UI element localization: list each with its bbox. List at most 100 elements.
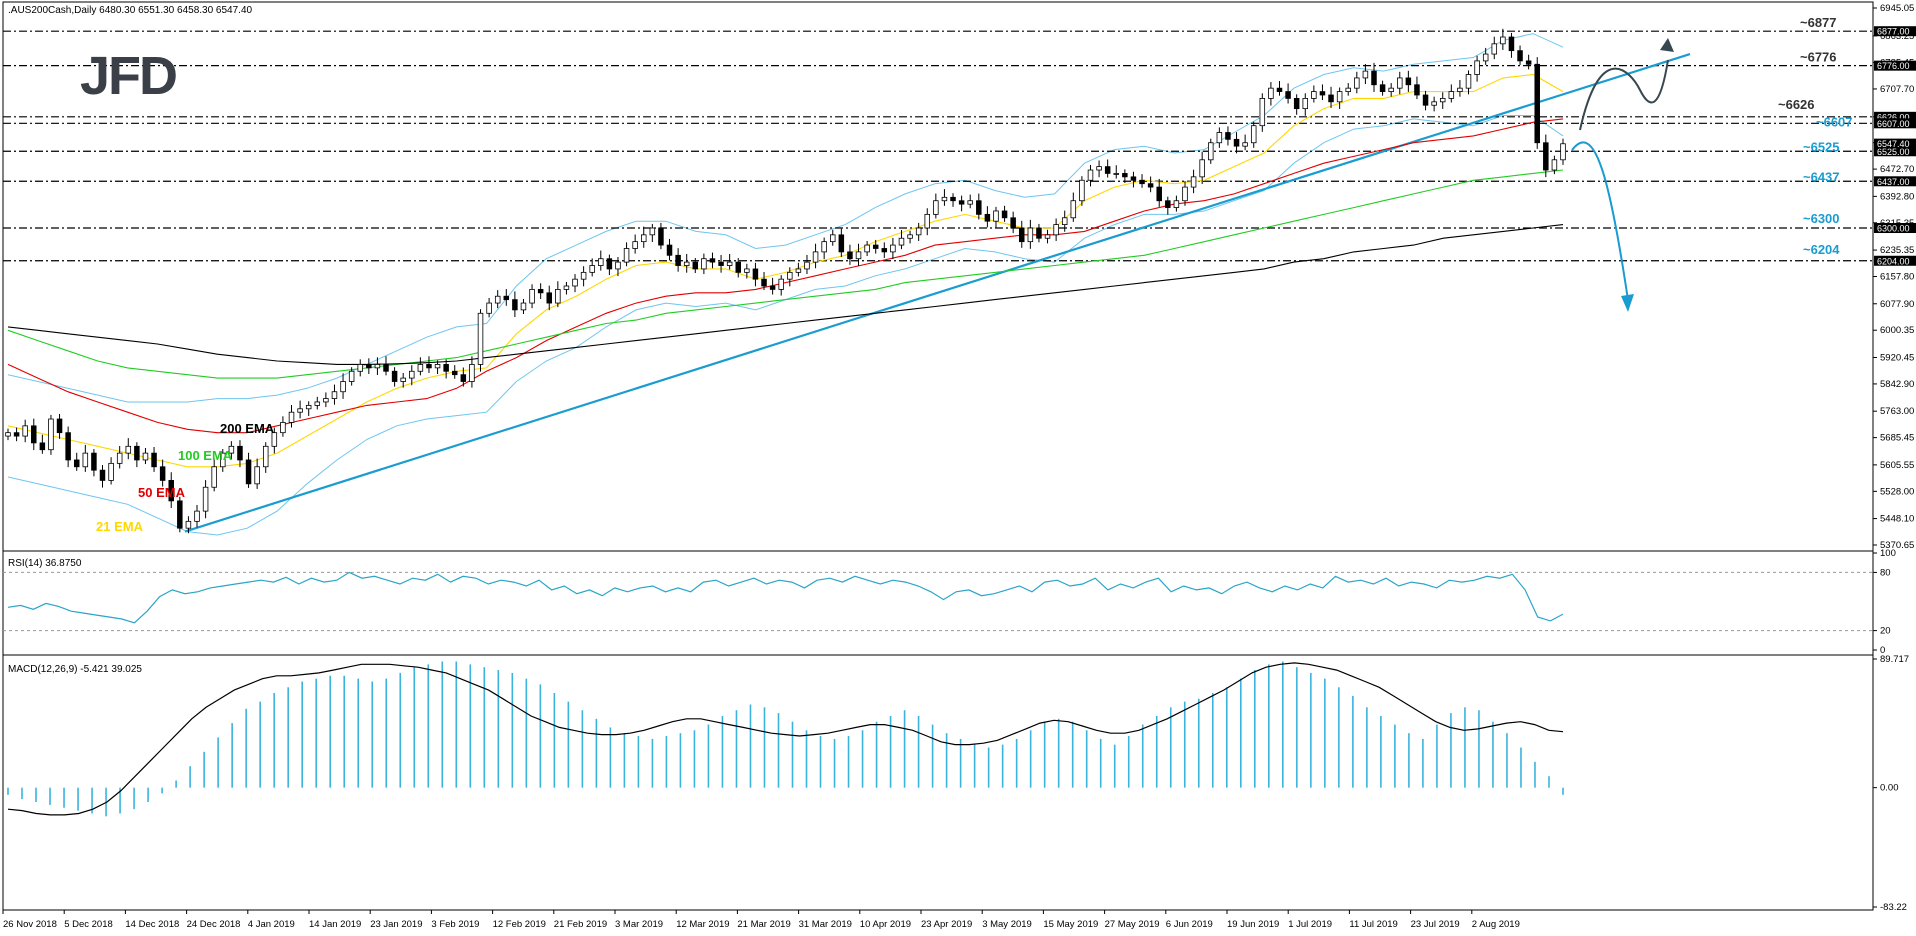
candle	[409, 365, 415, 386]
bear-candle-body	[1233, 138, 1240, 147]
candle	[134, 442, 140, 468]
rsi-pane-border	[2, 550, 1874, 656]
symbol-header: .AUS200Cash,Daily 6480.30 6551.30 6458.3…	[8, 5, 253, 16]
bull-candle-body	[898, 237, 905, 246]
candle	[1165, 196, 1171, 215]
time-axis-label: 10 Apr 2019	[860, 919, 911, 930]
bull-candle-body	[640, 234, 647, 243]
bull-candle-body	[116, 452, 123, 464]
level-price-tag: 6776.00	[1874, 60, 1916, 71]
candle	[709, 252, 716, 269]
candle	[1096, 160, 1102, 178]
bull-candle-body	[185, 520, 192, 529]
bull-candle-body	[1053, 224, 1059, 236]
level-annotation: ~6437	[1803, 169, 1840, 184]
bear-candle-body	[65, 432, 71, 461]
candle	[39, 434, 46, 454]
candle	[1087, 164, 1094, 187]
bull-candle-body	[1448, 91, 1455, 99]
bearish-arrow-head	[1621, 294, 1634, 312]
level-annotation: ~6626	[1778, 97, 1815, 112]
bull-candle-body	[1491, 43, 1498, 55]
candle	[391, 367, 398, 387]
bull-candle-body	[1199, 159, 1205, 178]
candle	[1233, 132, 1240, 154]
bull-candle-body	[1362, 70, 1369, 79]
candle	[864, 240, 870, 256]
bull-candle-body	[572, 278, 578, 287]
bear-candle-body	[881, 248, 888, 253]
bull-candle-body	[907, 234, 913, 239]
bull-candle-body	[744, 268, 750, 273]
candle	[795, 262, 802, 277]
candle	[1259, 93, 1266, 132]
bear-candle-body	[451, 370, 458, 376]
bear-candle-body	[769, 285, 776, 290]
candle	[1001, 205, 1008, 222]
bull-candle-body	[1027, 227, 1034, 243]
time-axis-label: 5 Dec 2018	[64, 919, 113, 930]
macd-axis-label: 89.717	[1880, 654, 1909, 665]
level-price-tag: 6525.00	[1874, 146, 1916, 157]
macd-axis-label: 0.00	[1880, 783, 1899, 794]
candle	[1079, 176, 1085, 206]
bull-candle-body	[830, 234, 836, 243]
level-price-tag: 6877.00	[1874, 26, 1916, 37]
candle	[237, 440, 243, 468]
price-axis-label: 6157.80	[1880, 272, 1914, 283]
candle	[142, 448, 149, 465]
bull-candle-body	[220, 452, 226, 468]
candle	[254, 458, 260, 489]
candle	[1328, 86, 1334, 108]
candle	[1225, 126, 1231, 146]
bull-candle-body	[1354, 77, 1360, 89]
bull-candle-body	[890, 244, 896, 253]
level-price-tag-text: 6607.00	[1877, 119, 1910, 129]
candle	[683, 253, 690, 273]
bull-candle-body	[589, 265, 595, 273]
ema21-line	[7, 73, 1564, 468]
candle	[933, 193, 939, 219]
ema100-line	[7, 169, 1564, 379]
macd-pane-border	[2, 654, 1874, 911]
time-axis-label: 24 Dec 2018	[187, 919, 241, 930]
candle	[726, 253, 733, 270]
bear-candle-body	[503, 295, 510, 301]
candle	[984, 206, 991, 228]
candle	[821, 237, 827, 260]
time-axis-label: 12 Feb 2019	[493, 919, 546, 930]
bear-candle-body	[537, 289, 544, 294]
macd-axis-label: -83.22	[1880, 902, 1907, 913]
candle	[529, 284, 535, 309]
bull-candle-body	[417, 364, 424, 372]
candle	[1061, 210, 1068, 232]
time-axis-label: 11 Jul 2019	[1349, 919, 1397, 930]
candle	[271, 427, 278, 454]
bear-candle-body	[1534, 63, 1540, 144]
candle	[855, 243, 862, 266]
bull-candle-body	[1388, 87, 1394, 92]
bear-candle-body	[838, 234, 845, 253]
bear-candle-body	[1122, 173, 1128, 178]
candle	[555, 281, 561, 308]
candle	[1182, 180, 1188, 206]
candle	[469, 356, 475, 388]
candle	[1070, 192, 1077, 222]
level-price-tag: 6626.00	[1874, 111, 1916, 122]
time-axis-label: 19 Jun 2019	[1227, 919, 1279, 930]
candle	[1482, 47, 1489, 65]
candle	[1019, 220, 1025, 248]
bull-candle-body	[142, 452, 149, 461]
candle	[1130, 171, 1137, 188]
macd-title: MACD(12,26,9) -5.421 39.025	[8, 664, 142, 675]
ema200-line	[7, 224, 1564, 365]
bull-candle-body	[1302, 98, 1309, 110]
bear-candle-body	[546, 292, 552, 304]
level-annotation: ~6525	[1803, 139, 1840, 154]
time-axis-label: 2 Aug 2019	[1472, 919, 1520, 930]
candle	[220, 449, 226, 472]
bear-candle-body	[1139, 179, 1145, 185]
rsi-axis-label: 100	[1880, 548, 1896, 559]
bull-candle-body	[649, 227, 656, 236]
